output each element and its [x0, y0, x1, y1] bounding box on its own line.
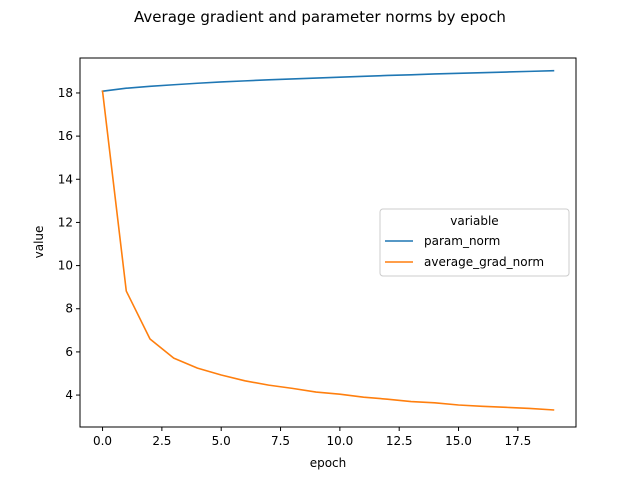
x-tick-label: 5.0 [212, 434, 231, 448]
x-tick-label: 15.0 [445, 434, 472, 448]
legend: variable param_norm average_grad_norm [379, 208, 570, 277]
y-tick-label: 14 [58, 172, 73, 186]
chart-title: Average gradient and parameter norms by … [134, 8, 506, 26]
x-axis-label: epoch [310, 456, 347, 470]
x-tick-label: 10.0 [327, 434, 354, 448]
legend-box [379, 208, 570, 277]
x-tick-label: 12.5 [386, 434, 413, 448]
plot-frame [79, 57, 577, 428]
x-tick-label: 2.5 [152, 434, 171, 448]
legend-label-average-grad-norm: average_grad_norm [424, 255, 544, 269]
legend-title: variable [450, 214, 498, 228]
series-line-average-grad-norm [101, 90, 555, 411]
legend-label-param-norm: param_norm [424, 234, 500, 248]
y-tick-label: 8 [65, 302, 73, 316]
y-tick-label: 10 [58, 259, 73, 273]
y-tick-label: 4 [65, 388, 73, 402]
y-tick-label: 12 [58, 215, 73, 229]
y-axis: 4 6 8 10 12 14 16 18 [58, 86, 80, 402]
series-line-param-norm [101, 69, 555, 93]
series-layer [101, 69, 555, 411]
x-tick-label: 7.5 [271, 434, 290, 448]
y-axis-label: value [32, 226, 46, 259]
x-tick-label: 17.5 [504, 434, 531, 448]
x-tick-label: 0.0 [93, 434, 112, 448]
y-tick-label: 6 [65, 345, 73, 359]
y-tick-label: 16 [58, 129, 73, 143]
x-axis: 0.0 2.5 5.0 7.5 10.0 12.5 15.0 17.5 [93, 427, 531, 448]
y-tick-label: 18 [58, 86, 73, 100]
